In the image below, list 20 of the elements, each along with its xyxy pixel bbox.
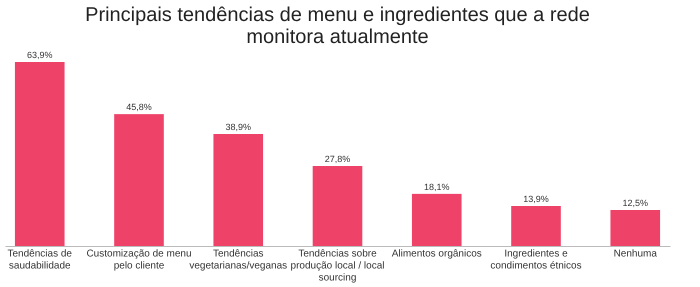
data-label: 27,8% bbox=[324, 154, 350, 164]
data-label: 45,8% bbox=[126, 102, 152, 112]
data-label: 18,1% bbox=[424, 182, 450, 192]
bar bbox=[610, 210, 660, 246]
bar bbox=[312, 166, 362, 246]
x-tick-label: Ingredientes e condimentos étnicos bbox=[490, 248, 582, 272]
x-tick-label: Nenhuma bbox=[614, 248, 658, 260]
x-tick-label: Tendências sobre produção local / local sourcing bbox=[290, 248, 384, 284]
bar bbox=[412, 194, 462, 246]
data-label: 63,9% bbox=[26, 50, 53, 60]
data-label: 13,9% bbox=[523, 194, 549, 204]
bar bbox=[114, 114, 164, 246]
data-label: 12,5% bbox=[622, 198, 648, 208]
x-tick-label: Tendências de saudabilidade bbox=[7, 248, 72, 272]
chart-title: Principais tendências de menu e ingredientes que a rede monitora atualmente bbox=[85, 4, 590, 48]
bar bbox=[14, 62, 65, 246]
bar bbox=[511, 206, 561, 246]
data-label: 38,9% bbox=[225, 122, 252, 132]
x-tick-label: Alimentos orgânicos bbox=[392, 248, 482, 260]
bar bbox=[213, 134, 264, 246]
